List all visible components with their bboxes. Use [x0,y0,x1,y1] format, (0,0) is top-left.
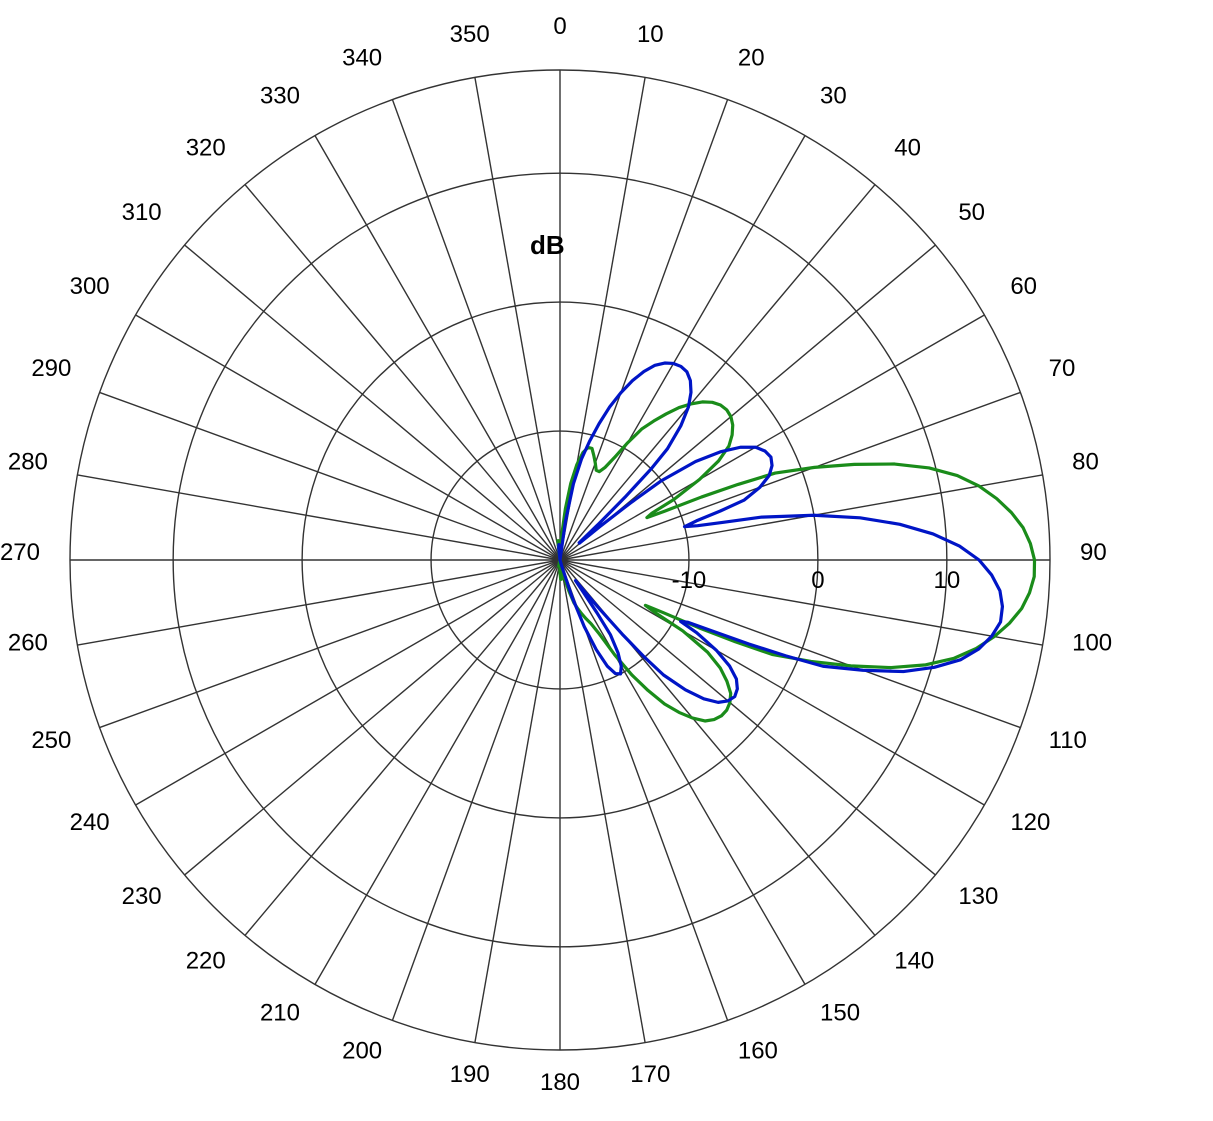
unit-label: dB [530,230,565,260]
angle-label: 280 [8,449,48,476]
angle-label: 290 [31,355,71,382]
angle-label: 260 [8,629,48,656]
angle-label: 230 [122,883,162,910]
angle-label: 80 [1072,449,1099,476]
angle-label: 130 [958,883,998,910]
angle-label: 20 [738,44,765,71]
angle-label: 180 [540,1069,580,1096]
angle-label: 350 [450,21,490,48]
radial-labels: -10 0 10 [672,567,961,594]
polar-chart: 0102030405060708090100110120130140150160… [0,0,1213,1121]
angle-label: 200 [342,1038,382,1065]
radial-label: 10 [933,567,960,594]
angle-label: 330 [260,83,300,110]
angle-label: 10 [637,21,664,48]
radial-label: -10 [672,567,707,594]
angle-label: 250 [31,727,71,754]
angle-label: 270 [0,539,40,566]
angle-label: 50 [958,199,985,226]
radial-label: 0 [811,567,824,594]
angle-label: 170 [630,1061,670,1088]
angle-label: 90 [1080,539,1107,566]
series [558,363,1035,721]
angle-label: 160 [738,1038,778,1065]
angle-label: 150 [820,999,860,1026]
angle-label: 0 [553,13,566,40]
angle-label: 30 [820,83,847,110]
angle-label: 220 [186,947,226,974]
angle-label: 100 [1072,629,1112,656]
angle-label: 110 [1049,727,1087,754]
angle-label: 60 [1010,273,1037,300]
angle-label: 120 [1010,809,1050,836]
trace-green [558,402,1035,721]
angle-label: 40 [894,135,921,162]
angle-label: 310 [122,199,162,226]
angle-label: 190 [450,1061,490,1088]
angle-label: 70 [1049,355,1076,382]
angle-label: 340 [342,44,382,71]
angle-label: 210 [260,999,300,1026]
angle-label: 140 [894,947,934,974]
angle-label: 240 [70,809,110,836]
angle-label: 320 [186,135,226,162]
angle-label: 300 [70,273,110,300]
